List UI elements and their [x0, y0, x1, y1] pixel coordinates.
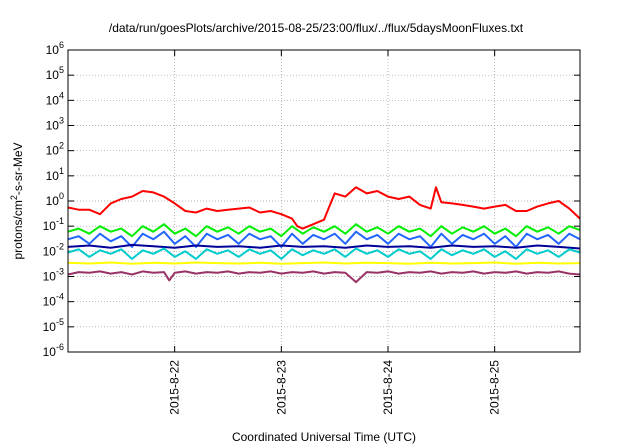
- y-tick-label: 10-6: [43, 342, 64, 359]
- y-tick-label: 100: [46, 191, 64, 208]
- x-tick-labels: 2015-8-22 2015-8-23 2015-8-24 2015-8-25: [168, 360, 502, 415]
- series-line-6: [67, 261, 581, 265]
- y-tick-label: 103: [46, 116, 64, 133]
- y-tick-label: 10-2: [43, 241, 64, 258]
- plot-grid: [68, 49, 580, 353]
- plot-series: [67, 186, 581, 284]
- chart-title: /data/run/goesPlots/archive/2015-08-25/2…: [109, 21, 524, 35]
- series-line-5: [67, 247, 581, 260]
- series-line-3: [67, 230, 581, 248]
- y-tick-label: 104: [46, 90, 64, 107]
- x-axis-label: Coordinated Universal Time (UTC): [232, 430, 416, 444]
- series-line-4: [67, 243, 581, 250]
- y-tick-label: 10-5: [43, 317, 64, 334]
- y-tick-label: 101: [46, 166, 64, 183]
- y-tick-label: 106: [46, 40, 64, 57]
- x-tick-label: 2015-8-23: [274, 360, 288, 415]
- plot-frame: [67, 49, 581, 353]
- series-line-7: [67, 270, 581, 284]
- x-tick-label: 2015-8-24: [381, 360, 395, 415]
- series-line-2: [67, 223, 581, 238]
- x-tick-label: 2015-8-22: [168, 360, 182, 415]
- y-tick-label: 105: [46, 65, 64, 82]
- y-tick-labels: 10-6 10-5 10-4 10-3 10-2 10-1 100 101 102 103 104 1…: [43, 40, 64, 359]
- series-line-1: [67, 186, 581, 230]
- y-axis-label: protons/cm2-s-sr-MeV: [9, 142, 25, 259]
- x-tick-label: 2015-8-25: [488, 360, 502, 415]
- y-tick-label: 102: [46, 141, 64, 158]
- y-tick-label: 10-3: [43, 267, 64, 284]
- y-tick-label: 10-1: [43, 216, 64, 233]
- y-tick-label: 10-4: [43, 292, 64, 309]
